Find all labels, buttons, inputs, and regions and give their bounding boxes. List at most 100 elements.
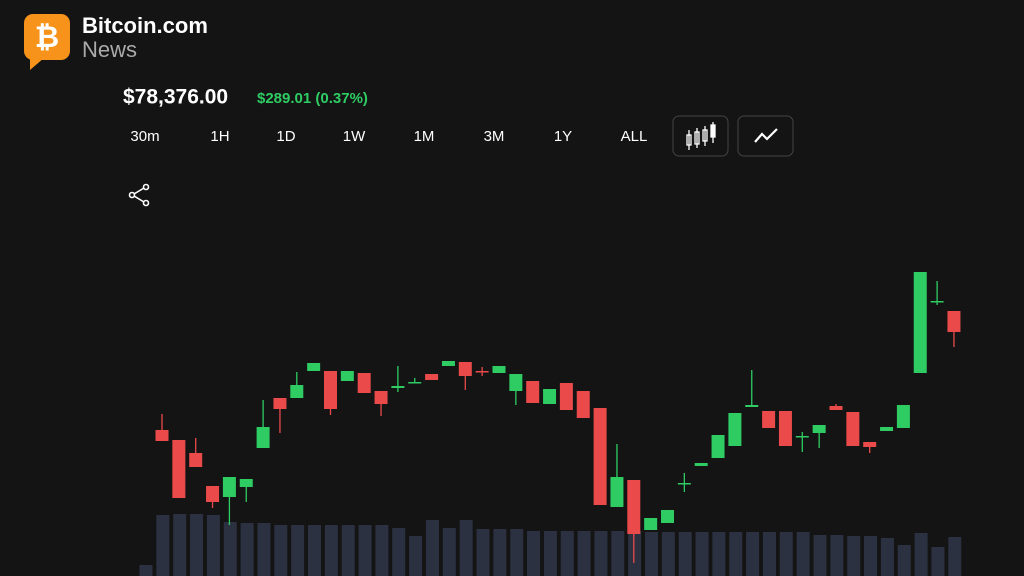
candle-body [677,483,691,485]
candle-body [576,391,590,418]
candle-body [745,405,759,407]
candle-body [509,374,523,391]
candle-body [543,389,557,404]
candle-body [644,518,658,530]
volume-bar [594,531,608,576]
volume-bar [628,531,642,576]
volume-bar [190,514,204,576]
candle-body [627,480,641,534]
logo-badge [24,14,70,60]
volume-bar [914,533,928,576]
volume-bar [476,529,490,576]
share-icon[interactable] [128,183,150,207]
timeframe-option[interactable]: 1W [343,128,366,145]
candle-body [239,479,253,487]
volume-bar [695,532,709,576]
volume-bar [257,523,271,576]
timeframe-option[interactable]: 1D [276,128,295,145]
timeframe-option[interactable]: 3M [484,128,505,145]
candle-body [880,427,894,431]
logo-tail [30,56,44,70]
timeframe-bar: 30m 1H 1D 1W 1M 3M 1Y ALL [130,128,647,145]
volume-bar [223,522,237,576]
volume-bar [173,514,187,576]
volume-bar [813,535,827,576]
volume-bar [527,531,541,576]
candle-body [357,373,371,393]
timeframe-option[interactable]: 30m [130,128,159,145]
volume-bar [240,523,254,576]
candle-body [408,382,422,384]
candle-body [846,412,860,446]
line-icon [754,128,778,143]
brand: Bitcoin.com [82,13,208,38]
volume-bar [779,532,793,576]
volume-bar [746,532,760,576]
candle-body [863,442,877,447]
candle-body [340,371,354,381]
volume-bar [392,528,406,576]
volume-bar [847,536,861,576]
chart [139,272,962,576]
candle-body [307,363,321,371]
volume-bar [375,525,389,576]
candle-body [661,510,674,523]
logo: ₿ [24,14,70,70]
timeframe-option[interactable]: 1Y [554,128,572,145]
volume-bar [762,532,776,576]
candle-button[interactable] [672,115,729,157]
logo-glyph: ₿ [35,21,59,54]
candle-body [559,383,573,410]
timeframe-option[interactable]: 1M [414,128,435,145]
line-button[interactable] [737,115,794,157]
line-toggle[interactable] [737,115,794,157]
volume-bar [409,536,423,576]
candle-body [896,405,910,428]
volume-bar [358,525,372,576]
volume-bar [442,528,456,576]
timeframe-option[interactable]: 1H [210,128,229,145]
candle-body [812,425,826,433]
timeframe-option[interactable]: ALL [621,128,648,145]
candle-toggle[interactable] [672,115,729,157]
volume-bar [931,547,945,576]
candle-body [290,385,304,398]
volume-bar [864,536,878,576]
candle-body [694,463,708,466]
candle-icon [686,122,716,150]
volume-bar [611,531,625,576]
candle-body [947,311,961,332]
volume-bar [645,532,658,576]
volume-bar [897,545,911,576]
volume-bar [324,525,338,576]
volume-bar [493,529,507,576]
volume-bar [830,535,844,576]
candle-body [728,413,742,446]
candle-body [593,408,607,505]
volume-bar [729,532,743,576]
candle-body [475,371,489,373]
candle-body [930,301,944,303]
candle-body [492,366,506,373]
candle-body [256,427,270,448]
candle-body [273,398,287,409]
candle-body [155,430,169,441]
volume-bar [308,525,321,576]
volume-bar [661,532,675,576]
volume-bar [712,532,726,576]
volume-bar [678,532,692,576]
volume-bar [274,525,288,576]
volume-bar [206,515,220,576]
candle-body [324,371,337,409]
price-change: $289.01 (0.37%) [257,90,368,107]
volume-bar [510,529,524,576]
brand-sub: News [82,37,137,62]
candle-body [206,486,220,502]
volume-bar [796,532,810,576]
candle-body [526,381,540,403]
candle-body [172,440,186,498]
candle-body [610,477,624,507]
volume-bar [341,525,355,576]
